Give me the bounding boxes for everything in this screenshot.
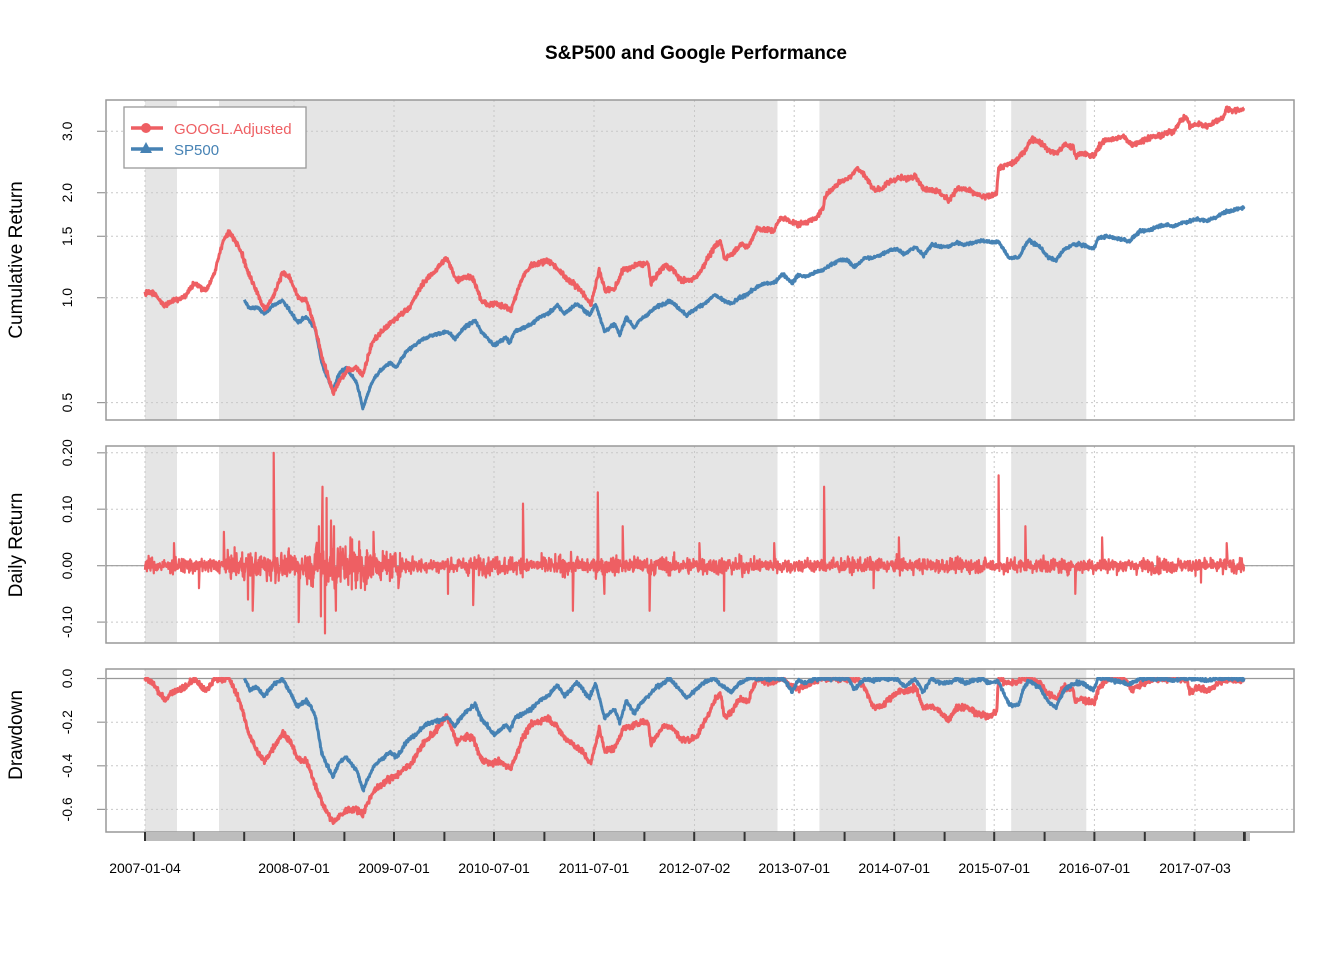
p1-ylabel: Daily Return [6,493,27,598]
p2-ytick-label-3: 0.0 [59,669,75,689]
p2-shade-bands [145,669,1087,832]
p1-ytick-label-3: 0.20 [59,439,75,466]
legend-box [123,106,307,169]
drawdown-line-googl [143,677,1246,825]
p0-ytick-label-1: 1.0 [59,288,75,308]
p2-y-axis: -0.6 -0.4 -0.2 0.0 [59,669,105,821]
p2-ytick-label-2: -0.2 [59,710,75,734]
cumulative-line-sp500 [243,205,1246,411]
legend-googl-marker [141,123,151,133]
drawdown-line-sp500 [242,677,1246,793]
p1-shade-band-1 [219,446,778,643]
chart-title: S&P500 and Google Performance [545,43,847,64]
p2-series [143,677,1246,825]
p1-shade-bands [145,446,1087,643]
legend-googl-label: GOOGL.Adjusted [174,121,292,138]
p1-shade-band-2 [819,446,986,643]
p1-ytick-label-2: 0.10 [59,495,75,522]
p0-series [143,105,1246,411]
p0-ytick-label-0: 0.5 [59,393,75,413]
panel-daily: -0.10 0.00 0.10 0.20 Daily Return [6,439,1295,644]
x-axis-bar [145,832,1250,841]
panel-drawdown: -0.6 -0.4 -0.2 0.0 Drawdown [6,668,1295,833]
p1-series [143,451,1246,635]
legend-sp500-marker [140,142,152,153]
p0-ylabel: Cumulative Return [6,181,27,338]
p0-ytick-label-3: 2.0 [59,183,75,203]
p0-frame [105,99,1295,421]
p2-ylabel: Drawdown [6,690,27,780]
x-tick-label-8: 2015-07-01 [958,860,1030,876]
x-tick-label-3: 2010-07-01 [458,860,530,876]
p1-y-axis: -0.10 0.00 0.10 0.20 [59,439,105,638]
cumulative-line-googl [143,105,1246,396]
p2-ytick-label-1: -0.4 [59,754,75,778]
panel-cumulative: 0.5 1.0 1.5 2.0 3.0 Cumulative Return GOOGL.… [6,99,1295,421]
p1-shade-band-3 [1011,446,1087,643]
x-tick-label-0: 2007-01-04 [109,860,181,876]
x-tick-label-7: 2014-07-01 [858,860,930,876]
x-tick-label-2: 2009-07-01 [358,860,430,876]
x-axis: 2007-01-04 2008-07-01 2009-07-01 2010-07-01… [109,832,1250,876]
p2-shade-band-2 [819,669,986,832]
legend-sp500-label: SP500 [174,142,219,159]
p2-ytick-label-0: -0.6 [59,797,75,821]
x-tick-label-6: 2013-07-01 [758,860,830,876]
p0-y-axis: 0.5 1.0 1.5 2.0 3.0 [59,121,105,412]
x-tick-label-9: 2016-07-01 [1059,860,1131,876]
legend: GOOGL.Adjusted SP500 [123,106,307,169]
p1-shade-band-0 [145,446,177,643]
p1-frame [105,445,1295,644]
p1-ytick-label-0: -0.10 [59,606,75,638]
p0-ytick-label-2: 1.5 [59,226,75,246]
x-tick-label-5: 2012-07-02 [659,860,731,876]
p0-ytick-label-4: 3.0 [59,121,75,141]
x-tick-label-4: 2011-07-01 [559,860,630,876]
p1-ytick-label-1: 0.00 [59,552,75,579]
p0-shade-band-1 [219,100,778,420]
x-tick-label-1: 2008-07-01 [258,860,330,876]
daily-return-line-googl [143,451,1246,635]
x-tick-label-10: 2017-07-03 [1159,860,1231,876]
